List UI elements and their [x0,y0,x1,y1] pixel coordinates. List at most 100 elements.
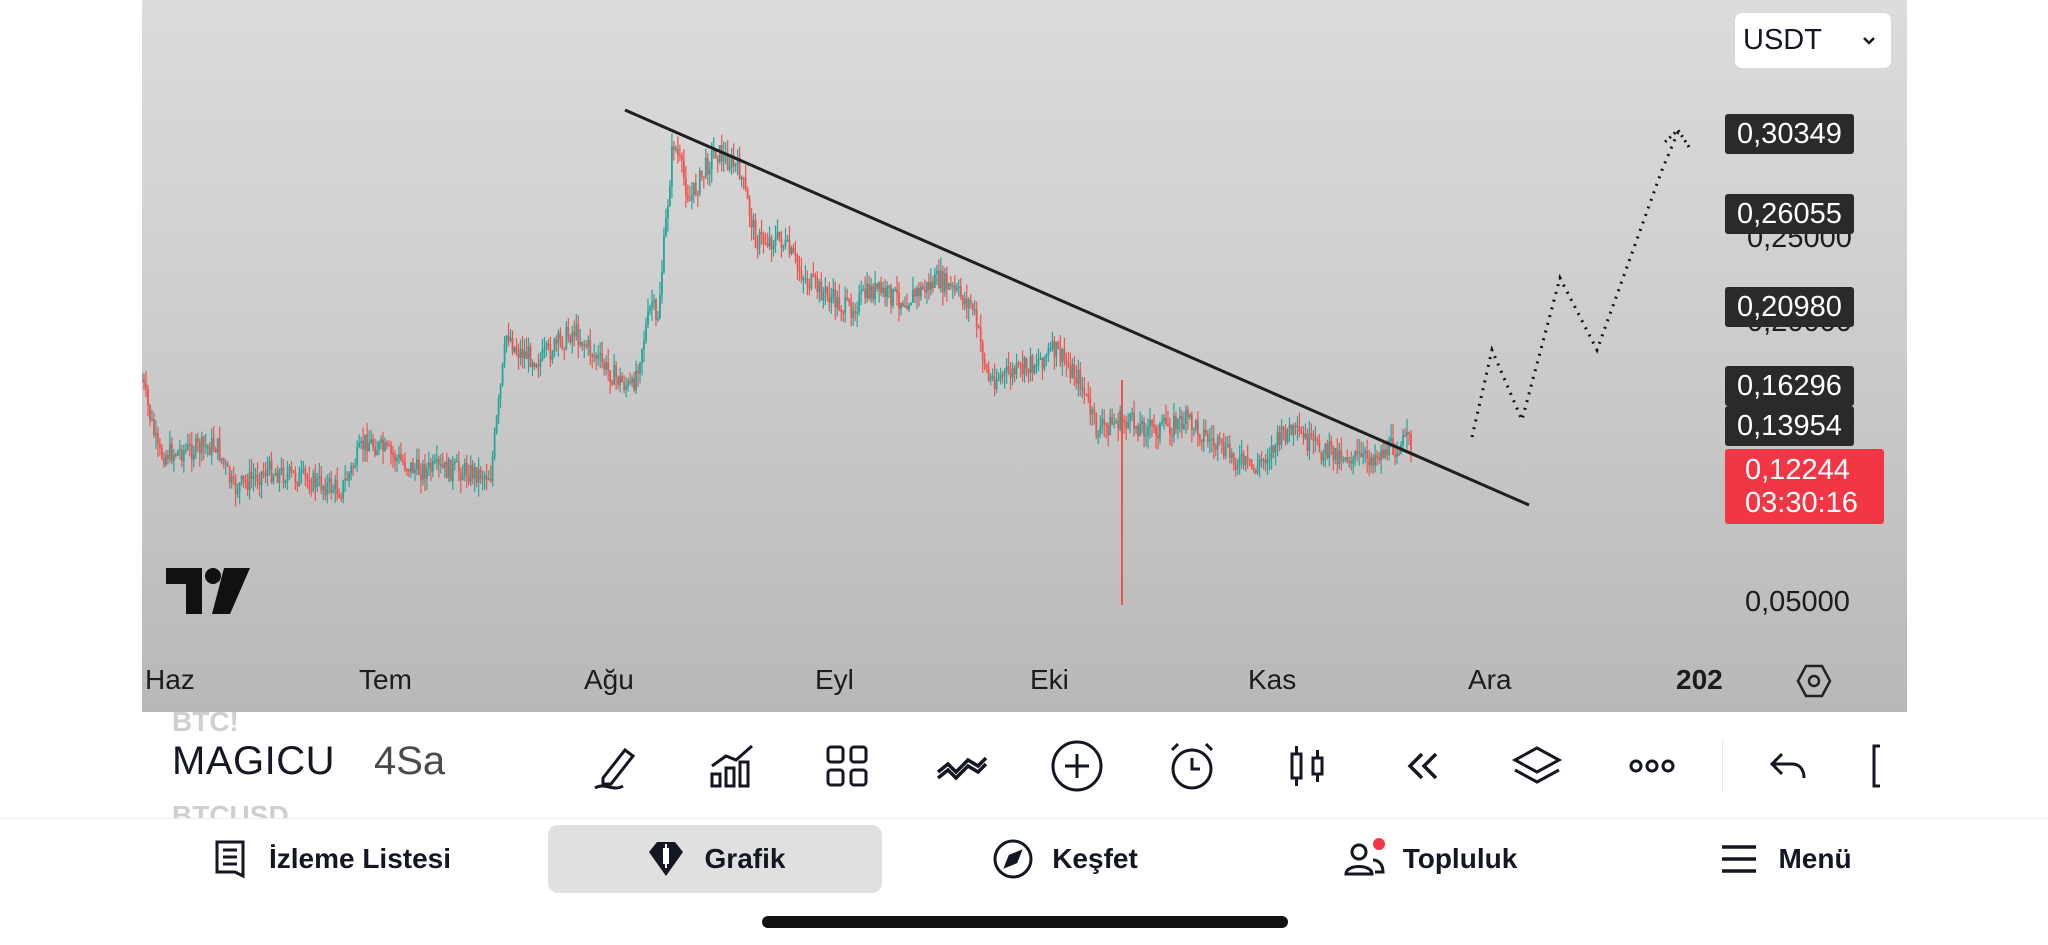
alert-icon[interactable] [1162,736,1222,796]
candle-body [1334,448,1337,460]
candle-body [1246,456,1249,460]
candle-body [985,365,988,370]
candle-body [868,283,871,299]
candle-body [531,363,534,367]
chart-icon [648,842,683,876]
candle-body [404,462,406,470]
candle-body [682,160,685,178]
nav-explore[interactable]: Keşfet [980,825,1150,893]
candle-body [680,156,683,161]
chart-type-icon[interactable] [1277,736,1337,796]
candle-body [1302,433,1305,439]
candle-body [1384,449,1387,458]
candle-body [603,362,606,370]
candle-body [1021,364,1024,375]
candle-body [471,464,474,479]
replay-icon[interactable] [1392,736,1452,796]
price-chart[interactable] [142,0,1907,712]
candle-body [904,305,906,308]
projection-path[interactable] [1470,131,1680,438]
candle-body [354,465,357,468]
candle-body [186,444,189,450]
chart-area[interactable]: 0,25000 0,20000 0,30349 0,26055 0,20980 … [142,0,1907,712]
candle-body [390,445,392,454]
candle-body [433,460,436,463]
candle-body [1318,439,1321,452]
candle-body [569,336,572,343]
candle-body [764,242,767,245]
candle-body [597,355,600,359]
layers-icon[interactable] [1507,736,1567,796]
candle-body [752,220,755,228]
fullscreen-icon[interactable] [1864,736,1907,796]
candle-body [1286,428,1289,443]
candle-body [1097,434,1100,437]
candle-body [1356,451,1359,454]
candle-body [292,470,295,473]
time-axis-label: Kas [1248,664,1297,695]
candle-body [1057,341,1060,349]
candle-body [1071,364,1074,378]
chart-toolbar: BTC! MAGICU BTCUSD 4Sa [142,712,1907,818]
candle-body [1292,425,1295,436]
more-icon[interactable] [1622,736,1682,796]
candle-body [746,189,749,200]
candle-body [690,195,693,201]
indicators-icon[interactable] [702,736,762,796]
candle-body [768,237,771,247]
bar-countdown: 03:30:16 [1745,487,1858,519]
candle-body [561,338,564,349]
symbol-name[interactable]: MAGICU [172,739,335,783]
candle-body [742,177,745,180]
nav-community[interactable]: Topluluk [1330,825,1530,893]
candle-body [270,460,273,482]
compare-icon[interactable] [932,736,992,796]
candle-body [543,348,546,350]
nav-watchlist[interactable]: İzleme Listesi [200,825,460,893]
candle-body [1145,435,1147,438]
candle-body [722,153,725,162]
candle-body [987,369,990,381]
candle-body [208,445,211,455]
candle-body [396,457,398,462]
candle-body [204,445,207,448]
settings-icon[interactable] [1796,663,1832,699]
candle-body [1282,426,1285,430]
templates-icon[interactable] [817,736,877,796]
candle-body [366,434,369,452]
interval-button[interactable]: 4Sa [374,739,446,783]
candle-body [963,298,966,305]
candle-body [922,286,924,290]
nav-chart[interactable]: Grafik [548,825,882,893]
candle-body [372,438,374,448]
candle-body [655,299,657,320]
candle-body [726,153,729,170]
draw-icon[interactable] [587,736,647,796]
nav-menu[interactable]: Menü [1710,825,1860,893]
candle-body [892,289,894,306]
candle-body [1204,429,1207,434]
candle-body [394,455,396,462]
candle-body [983,359,986,366]
candle-body [991,376,994,378]
candle-body [896,289,898,293]
candle-body [1328,440,1331,458]
add-icon[interactable] [1047,736,1107,796]
currency-select[interactable]: USDT [1734,12,1892,69]
candle-body [734,163,737,167]
trendline[interactable] [624,108,1530,507]
candle-body [1105,423,1108,426]
candle-body [376,450,378,456]
candle-body [1049,348,1052,351]
candle-body [495,417,498,433]
candle-body [382,439,384,451]
candle-body [212,438,215,450]
candle-body [1242,453,1245,466]
candle-body [1360,452,1363,458]
candle-body [234,478,237,494]
candle-body [1290,424,1293,436]
candle-body [828,295,831,303]
candle-body [400,454,402,461]
candle-body [647,310,649,325]
undo-icon[interactable] [1758,736,1818,796]
